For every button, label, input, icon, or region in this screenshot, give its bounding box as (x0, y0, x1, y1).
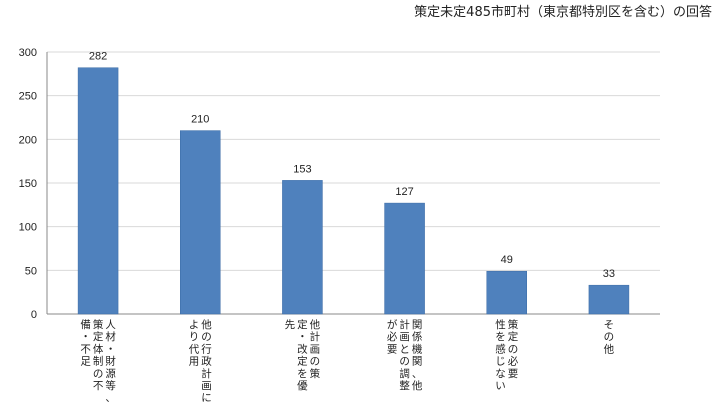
chart-title: 策定未定485市町村（東京都特別区を含む）の回答 (414, 4, 712, 20)
data-label: 33 (603, 268, 615, 280)
y-tick-label: 300 (19, 47, 37, 59)
category-label-line: 性を感じない (495, 318, 506, 392)
y-tick-label: 250 (19, 91, 37, 103)
category-label-line: 定・改定を優 (297, 318, 308, 392)
category-label-line: が必要 (387, 318, 398, 355)
category-label-line: 他計画の策 (310, 318, 321, 380)
category-label-line: 先 (285, 319, 296, 331)
category-label-line: より代用 (189, 319, 200, 368)
bar (77, 67, 119, 315)
y-axis: 0 50 100 150 200 250 300 (19, 47, 660, 321)
category-label-line: その他 (604, 319, 615, 355)
data-label: 282 (89, 51, 107, 63)
bar (384, 202, 425, 315)
y-tick-label: 200 (19, 134, 37, 146)
y-tick-label: 100 (19, 222, 37, 234)
data-label: 153 (293, 163, 311, 175)
data-label: 127 (395, 186, 413, 198)
bar (180, 130, 221, 315)
category-label-line: 他の行政計画に (201, 318, 212, 404)
category-label-line: 計画との調整 (399, 318, 410, 392)
data-label: 49 (501, 254, 513, 266)
category-label-line: 備・不足 (80, 318, 91, 368)
category-label-line: 人材・財源等、 (105, 319, 116, 404)
data-labels: 282 210 153 127 49 33 (89, 51, 615, 280)
category-label: その他 (604, 319, 615, 355)
data-label: 210 (191, 114, 209, 126)
bar (486, 270, 527, 315)
category-label-line: 策定体制の不 (93, 318, 104, 392)
bar (588, 284, 630, 315)
gridlines (47, 51, 660, 271)
category-label-line: 関係機関、他 (412, 319, 423, 392)
y-tick-label: 150 (19, 178, 37, 190)
y-tick-label: 0 (31, 309, 37, 321)
bars (77, 67, 630, 315)
category-label-line: 策定の必要 (508, 318, 519, 380)
y-tick-label: 50 (25, 265, 37, 277)
bar (282, 180, 323, 315)
